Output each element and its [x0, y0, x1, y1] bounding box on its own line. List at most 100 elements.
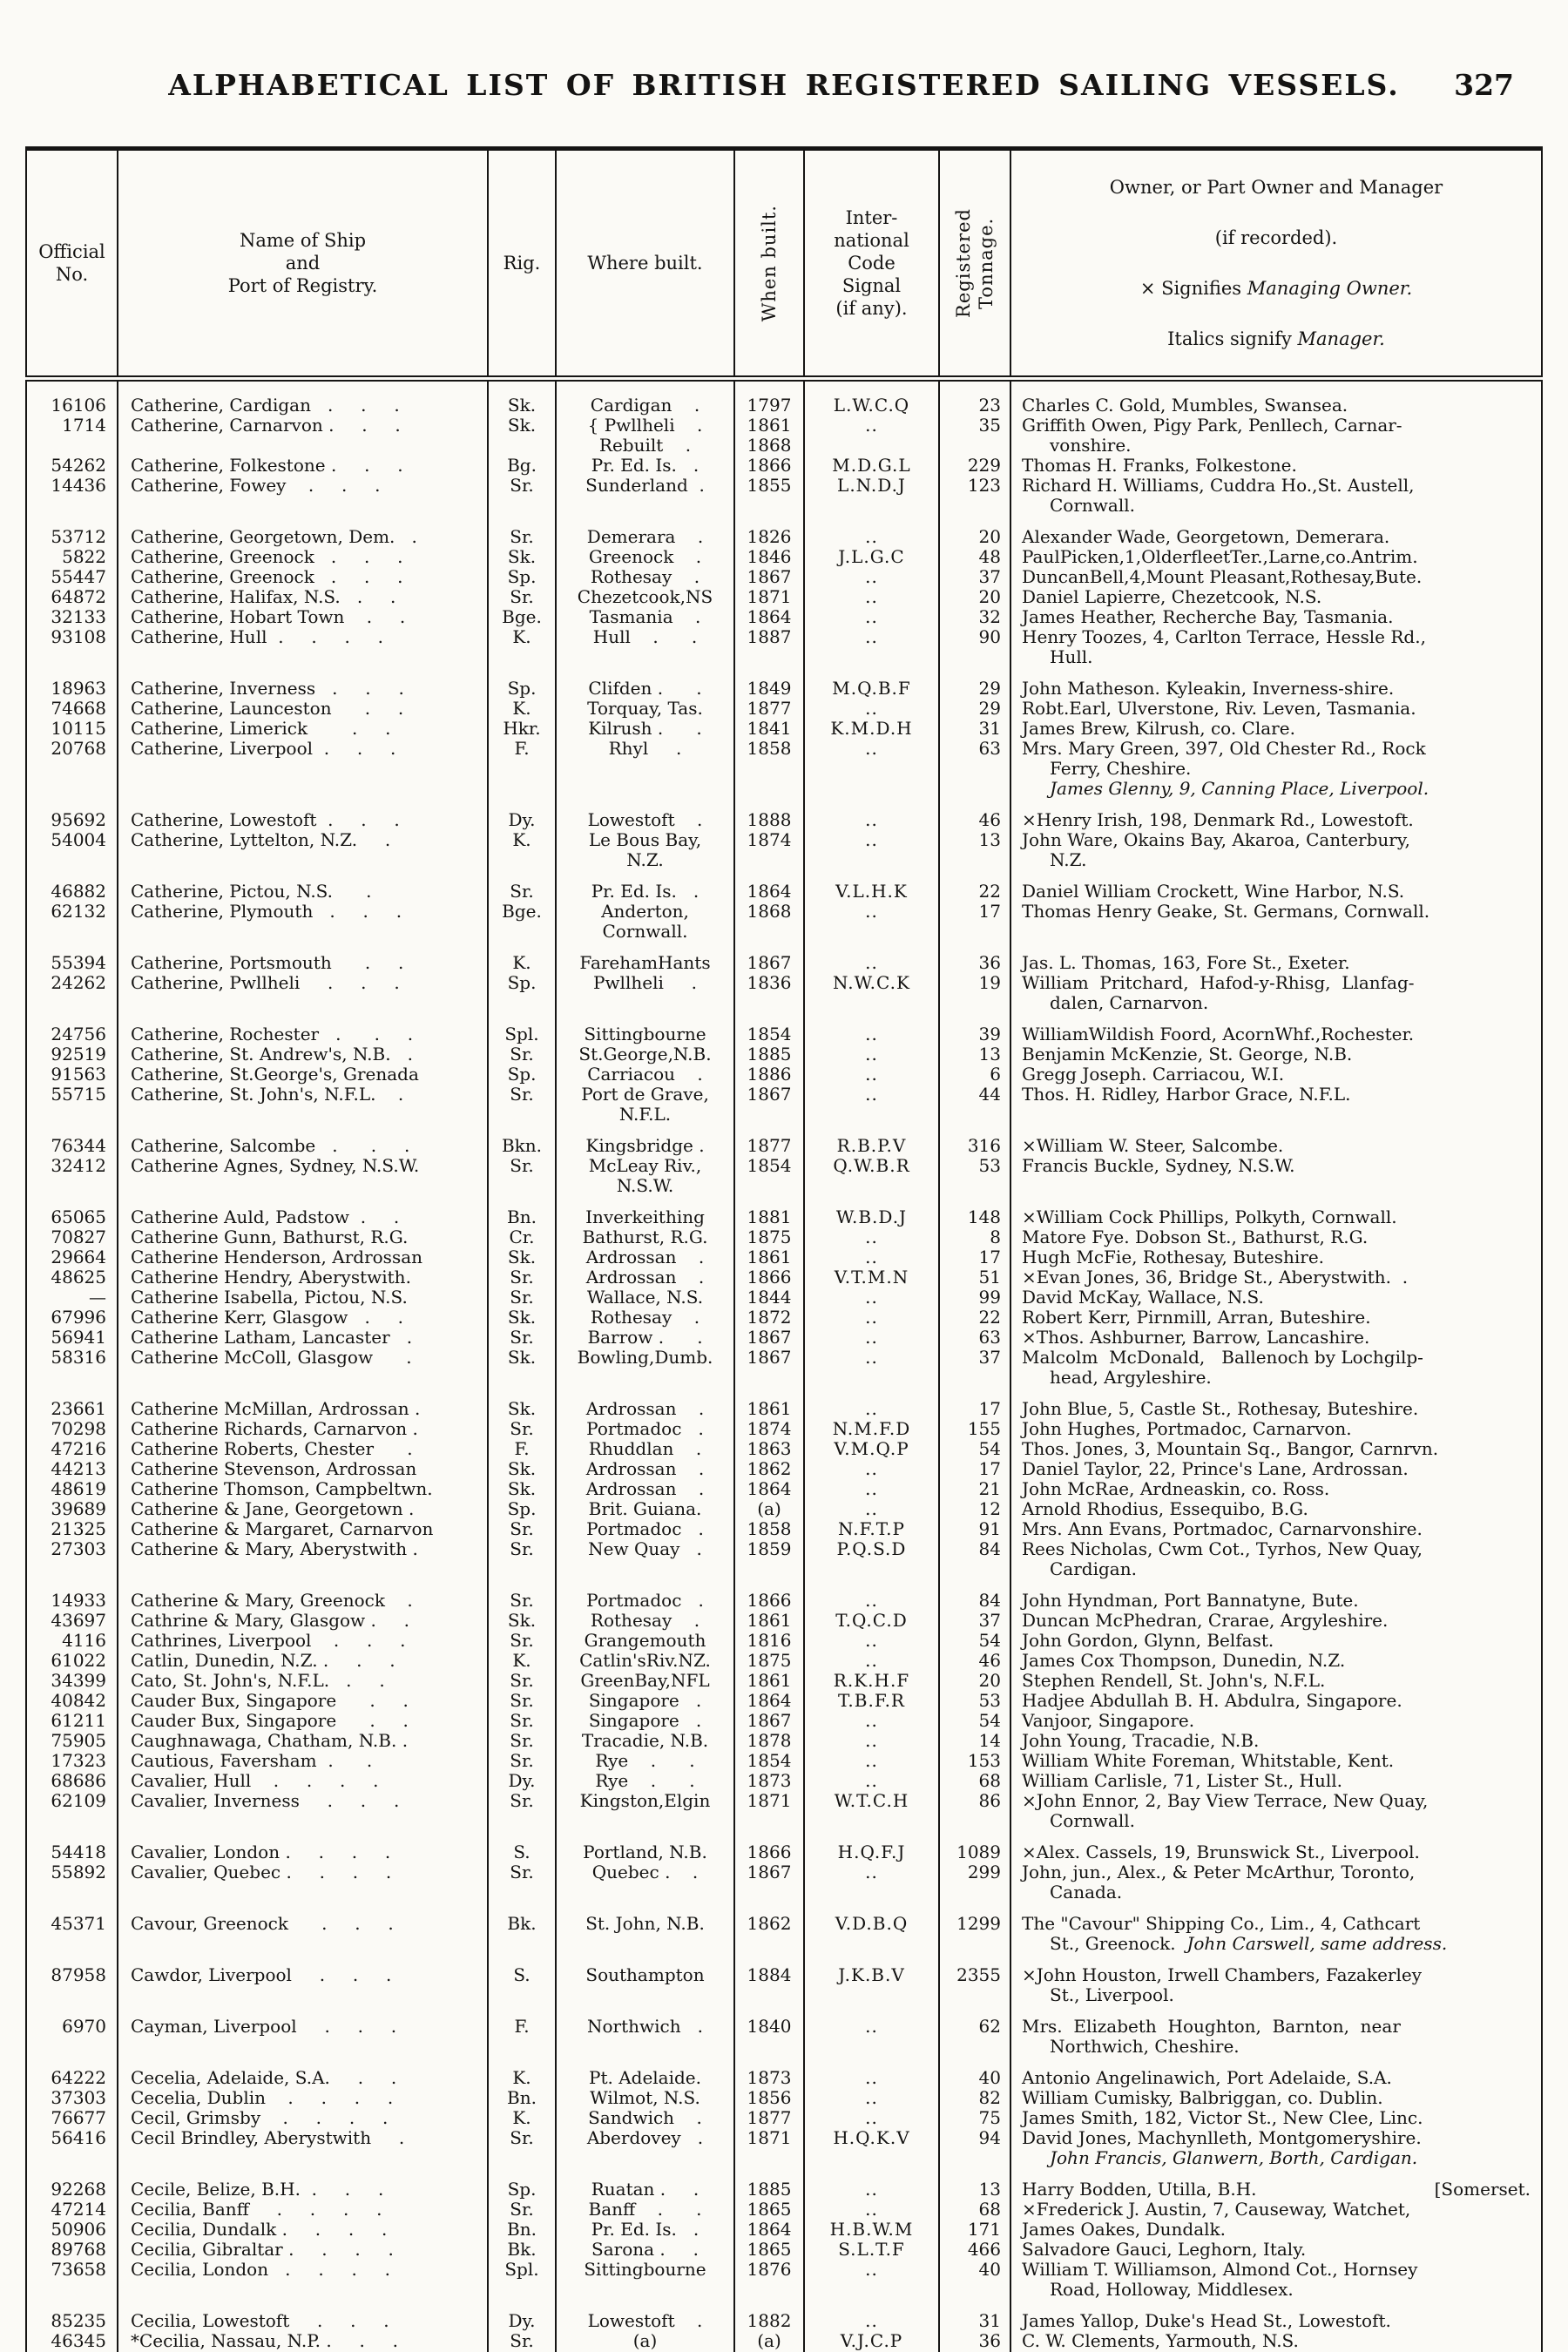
cell-owner: John, jun., Alex., & Peter McArthur, Tor… — [1010, 1862, 1543, 1903]
cell-owner: Rees Nicholas, Cwm Cot., Tyrhos, New Qua… — [1010, 1539, 1543, 1579]
cell-tonnage: 20 — [938, 1671, 1011, 1691]
cell-where-built: Ardrossan . — [555, 1479, 735, 1499]
cell-code-signal: .. — [803, 1308, 940, 1328]
cell-owner: Hugh McFie, Rothesay, Buteshire. — [1010, 1247, 1543, 1267]
cell-rig: Sr. — [487, 476, 557, 516]
cell-when-built: 1876 — [733, 2260, 805, 2300]
cell-owner: David McKay, Wallace, N.S. — [1010, 1288, 1543, 1308]
vessel-row: 18963 Catherine, Inverness . . . Sp. Clifde… — [25, 667, 1543, 699]
cell-when-built: 1864 — [733, 1479, 805, 1499]
vessel-row: 92268 Cecile, Belize, B.H. . . . Sp. Ruatan… — [25, 2168, 1543, 2200]
cell-official-no: 32412 — [25, 1156, 118, 1196]
cell-rig: Sr. — [487, 1519, 557, 1539]
page-header: ALPHABETICAL LIST OF BRITISH REGISTERED … — [0, 0, 1568, 122]
cell-rig: Hkr. — [487, 719, 557, 739]
header-when-built: When built. — [733, 148, 805, 382]
cell-ship-name: *Cecilia, Nassau, N.P. . . . — [117, 2331, 489, 2351]
cell-where-built: Portland, N.B. — [555, 1831, 735, 1862]
cell-owner: ×Henry Irish, 198, Denmark Rd., Lowestof… — [1010, 799, 1543, 830]
cell-tonnage: 17 — [938, 1247, 1011, 1267]
cell-ship-name: Cavalier, Inverness . . . — [117, 1791, 489, 1831]
cell-ship-name: Catherine Kerr, Glasgow . . — [117, 1308, 489, 1328]
cell-official-no: 37303 — [25, 2088, 118, 2108]
cell-rig: K. — [487, 2057, 557, 2088]
cell-where-built: Pr. Ed. Is. . — [555, 456, 735, 476]
vessel-row: 17323 Cautious, Faversham . . Sr. Rye . . 18… — [25, 1751, 1543, 1771]
cell-owner: Robt.Earl, Ulverstone, Riv. Leven, Tasma… — [1010, 699, 1543, 719]
cell-when-built: 1866 — [733, 1267, 805, 1288]
cell-owner: Thomas H. Franks, Folkestone. — [1010, 456, 1543, 476]
cell-when-built: 1854 — [733, 1751, 805, 1771]
cell-code-signal: .. — [803, 902, 940, 942]
cell-tonnage: 36 — [938, 942, 1011, 973]
cell-tonnage: 40 — [938, 2260, 1011, 2300]
cell-where-built: Hull . . — [555, 627, 735, 667]
cell-code-signal: J.K.B.V — [803, 1954, 940, 2005]
cell-where-built: Lowestoft . — [555, 2300, 735, 2331]
cell-tonnage: 23 — [938, 378, 1011, 416]
cell-when-built: 1874 — [733, 830, 805, 870]
cell-owner: Harry Bodden, Utilla, B.H. [Somerset. — [1010, 2168, 1543, 2200]
cell-code-signal: .. — [803, 2260, 940, 2300]
vessel-row: 58316 Catherine McColl, Glasgow . Sk. Bowli… — [25, 1348, 1543, 1388]
cell-ship-name: Catherine, Fowey . . . — [117, 476, 489, 516]
header-owner: Owner, or Part Owner and Manager (if rec… — [1010, 148, 1543, 382]
cell-owner: Mrs. Ann Evans, Portmadoc, Carnarvonshir… — [1010, 1519, 1543, 1539]
cell-owner: William Cumisky, Balbriggan, co. Dublin. — [1010, 2088, 1543, 2108]
vessel-row: 75905 Caughnawaga, Chatham, N.B. . Sr. Trac… — [25, 1731, 1543, 1751]
cell-where-built: Portmadoc . — [555, 1419, 735, 1439]
cell-when-built: 1873 — [733, 2057, 805, 2088]
cell-when-built: 1871 — [733, 587, 805, 607]
cell-official-no: 27303 — [25, 1539, 118, 1579]
cell-ship-name: Catherine Henderson, Ardrossan — [117, 1247, 489, 1267]
cell-code-signal: .. — [803, 2057, 940, 2088]
cell-official-no: 54262 — [25, 456, 118, 476]
cell-when-built: 1866 — [733, 456, 805, 476]
header-tonnage-label: Registered Tonnage. — [953, 208, 997, 318]
cell-owner: James Yallop, Duke's Head St., Lowestoft… — [1010, 2300, 1543, 2331]
vessel-row: 85235 Cecilia, Lowestoft . . . Dy. Lowestof… — [25, 2300, 1543, 2331]
vessel-row: 89768 Cecilia, Gibraltar . . . . Bk. Sarona… — [25, 2240, 1543, 2260]
cell-official-no: 62109 — [25, 1791, 118, 1831]
cell-ship-name: Cecilia, Banff . . . . — [117, 2200, 489, 2220]
cell-rig: Sk. — [487, 1348, 557, 1388]
cell-official-no: 21325 — [25, 1519, 118, 1539]
cell-official-no: 67996 — [25, 1308, 118, 1328]
cell-when-built: 1875 — [733, 1227, 805, 1247]
cell-owner: Duncan McPhedran, Crarae, Argyleshire. — [1010, 1611, 1543, 1631]
cell-ship-name: Catherine & Margaret, Carnarvon — [117, 1519, 489, 1539]
cell-when-built: (a) — [733, 2331, 805, 2351]
cell-code-signal: N.W.C.K — [803, 973, 940, 1013]
cell-ship-name: Catherine, Pictou, N.S. . — [117, 870, 489, 902]
cell-owner: John Gordon, Glynn, Belfast. — [1010, 1631, 1543, 1651]
cell-when-built: 1854 — [733, 1013, 805, 1044]
cell-code-signal: .. — [803, 1579, 940, 1611]
cell-ship-name: Catherine Roberts, Chester . — [117, 1439, 489, 1459]
cell-tonnage: 466 — [938, 2240, 1011, 2260]
cell-owner: Francis Buckle, Sydney, N.S.W. — [1010, 1156, 1543, 1196]
cell-owner: WilliamWildish Foord, AcornWhf.,Rocheste… — [1010, 1013, 1543, 1044]
cell-owner: Stephen Rendell, St. John's, N.F.L. — [1010, 1671, 1543, 1691]
cell-code-signal: .. — [803, 699, 940, 719]
cell-official-no: 29664 — [25, 1247, 118, 1267]
cell-when-built: 1858 — [733, 739, 805, 799]
header-ship-name: Name of Ship and Port of Registry. — [117, 148, 489, 382]
cell-tonnage: 53 — [938, 1691, 1011, 1711]
cell-when-built: 1884 — [733, 1954, 805, 2005]
cell-when-built: 1887 — [733, 627, 805, 667]
cell-tonnage: 54 — [938, 1631, 1011, 1651]
cell-rig: K. — [487, 699, 557, 719]
cell-tonnage: 8 — [938, 1227, 1011, 1247]
cell-official-no: 43697 — [25, 1611, 118, 1631]
vessel-row: 39689 Catherine & Jane, Georgetown . Sp. Br… — [25, 1499, 1543, 1519]
cell-rig: Sr. — [487, 1631, 557, 1651]
cell-rig: Sr. — [487, 1691, 557, 1711]
cell-when-built: 1861 — [733, 1671, 805, 1691]
cell-code-signal: S.L.T.F — [803, 2240, 940, 2260]
vessel-row: 56941 Catherine Latham, Lancaster . Sr. Bar… — [25, 1328, 1543, 1348]
cell-official-no: 56416 — [25, 2128, 118, 2168]
cell-tonnage: 2355 — [938, 1954, 1011, 2005]
vessel-row: 37303 Cecelia, Dublin . . . . Bn. Wilmot, N… — [25, 2088, 1543, 2108]
cell-code-signal: .. — [803, 1771, 940, 1791]
cell-when-built: 1864 — [733, 2220, 805, 2240]
